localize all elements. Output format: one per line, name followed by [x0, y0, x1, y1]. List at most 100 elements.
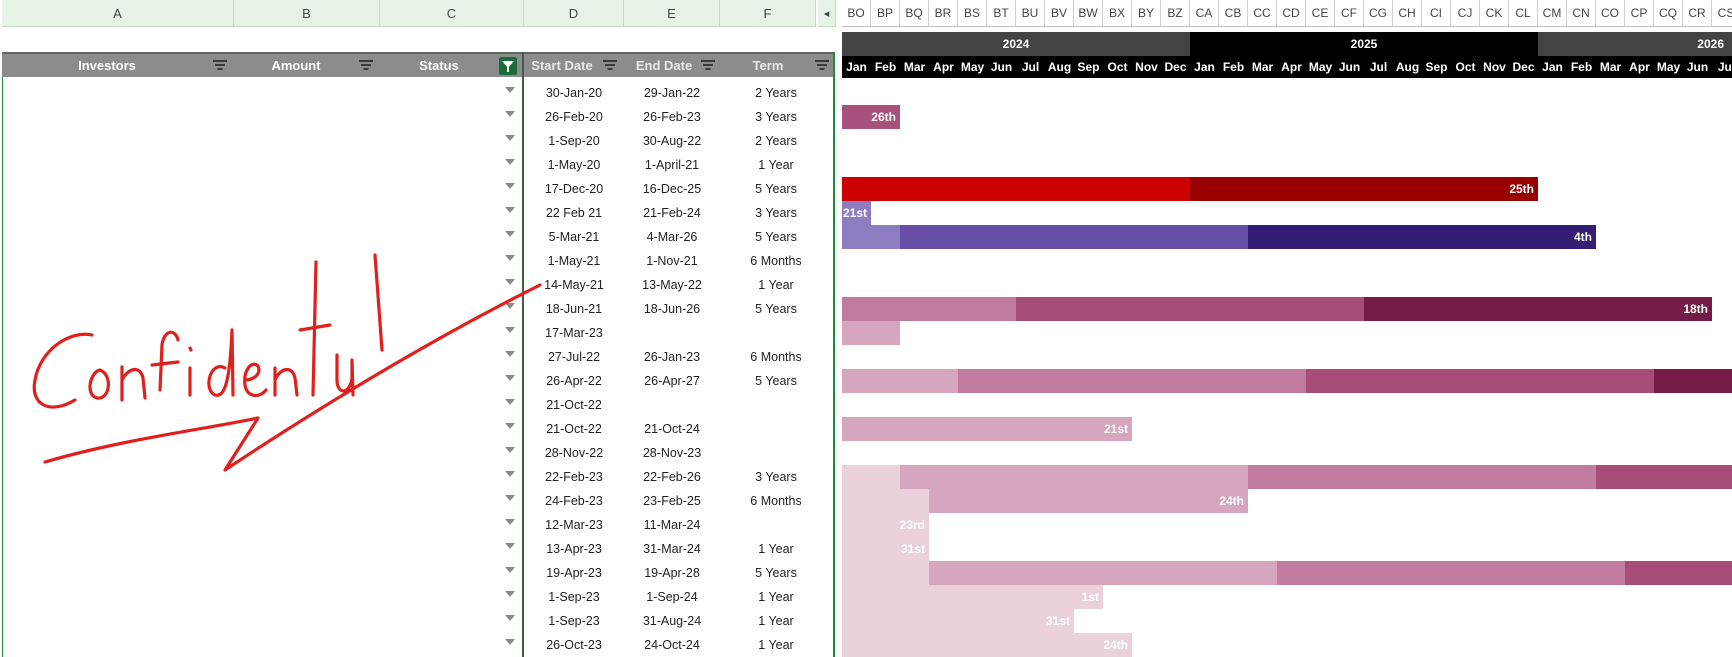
end-date-cell[interactable]: 24-Oct-24 [644, 638, 700, 652]
status-dropdown-icon[interactable] [505, 207, 515, 213]
term-cell[interactable]: 6 Months [750, 254, 802, 268]
column-letter-F[interactable]: F [720, 0, 816, 27]
column-letter-BY[interactable]: BY [1132, 0, 1161, 27]
status-dropdown-icon[interactable] [505, 639, 515, 645]
end-date-cell[interactable]: 26-Jan-23 [643, 350, 701, 364]
column-letter-CO[interactable]: CO [1596, 0, 1625, 27]
status-dropdown-icon[interactable] [505, 471, 515, 477]
status-dropdown-icon[interactable] [505, 615, 515, 621]
column-letter-CA[interactable]: CA [1190, 0, 1219, 27]
end-date-cell[interactable]: 13-May-22 [642, 278, 702, 292]
term-cell[interactable]: 1 Year [758, 278, 794, 292]
end-date-cell[interactable]: 4-Mar-26 [646, 230, 698, 244]
start-date-cell[interactable]: 14-May-21 [544, 278, 604, 292]
filter-icon[interactable] [358, 60, 374, 72]
term-cell[interactable]: 1 Year [758, 542, 794, 556]
end-date-cell[interactable]: 1-Nov-21 [646, 254, 698, 268]
status-dropdown-icon[interactable] [505, 111, 515, 117]
column-letter-CN[interactable]: CN [1567, 0, 1596, 27]
column-letter-CM[interactable]: CM [1538, 0, 1567, 27]
start-date-cell[interactable]: 26-Oct-23 [546, 638, 602, 652]
end-date-cell[interactable]: 23-Feb-25 [643, 494, 701, 508]
start-date-cell[interactable]: 17-Mar-23 [545, 326, 603, 340]
end-date-cell[interactable]: 22-Feb-26 [643, 470, 701, 484]
column-letter-CK[interactable]: CK [1480, 0, 1509, 27]
status-dropdown-icon[interactable] [505, 135, 515, 141]
filter-icon[interactable] [814, 60, 830, 72]
active-filter-icon[interactable] [499, 57, 517, 75]
column-letter-CF[interactable]: CF [1335, 0, 1364, 27]
column-letter-CC[interactable]: CC [1248, 0, 1277, 27]
start-date-cell[interactable]: 1-May-21 [547, 254, 601, 268]
term-cell[interactable]: 1 Year [758, 158, 794, 172]
term-cell[interactable]: 5 Years [755, 230, 797, 244]
start-date-cell[interactable]: 17-Dec-20 [544, 182, 604, 196]
start-date-cell[interactable]: 18-Jun-21 [545, 302, 603, 316]
term-cell[interactable]: 3 Years [755, 470, 797, 484]
column-letter-CI[interactable]: CI [1422, 0, 1451, 27]
status-dropdown-icon[interactable] [505, 255, 515, 261]
term-cell[interactable] [720, 321, 832, 345]
end-date-cell[interactable]: 29-Jan-22 [643, 86, 701, 100]
column-letter-BT[interactable]: BT [987, 0, 1016, 27]
column-letter-CD[interactable]: CD [1277, 0, 1306, 27]
start-date-cell[interactable]: 1-May-20 [547, 158, 601, 172]
column-letter-D[interactable]: D [524, 0, 624, 27]
column-letter-CE[interactable]: CE [1306, 0, 1335, 27]
start-date-cell[interactable]: 28-Nov-22 [544, 446, 604, 460]
column-letter-BO[interactable]: BO [842, 0, 871, 27]
status-dropdown-icon[interactable] [505, 543, 515, 549]
column-letter-CG[interactable]: CG [1364, 0, 1393, 27]
end-date-cell[interactable]: 1-Sep-24 [646, 590, 698, 604]
start-date-cell[interactable]: 22-Feb-23 [545, 470, 603, 484]
start-date-cell[interactable]: 30-Jan-20 [545, 86, 603, 100]
status-dropdown-icon[interactable] [505, 447, 515, 453]
column-letter-E[interactable]: E [624, 0, 720, 27]
status-dropdown-icon[interactable] [505, 351, 515, 357]
start-date-cell[interactable]: 21-Oct-22 [546, 398, 602, 412]
start-date-cell[interactable]: 13-Apr-23 [546, 542, 602, 556]
start-date-cell[interactable]: 26-Apr-22 [546, 374, 602, 388]
column-letter-CJ[interactable]: CJ [1451, 0, 1480, 27]
end-date-cell[interactable]: 16-Dec-25 [642, 182, 702, 196]
status-dropdown-icon[interactable] [505, 423, 515, 429]
column-letter-BP[interactable]: BP [871, 0, 900, 27]
column-letter-B[interactable]: B [234, 0, 380, 27]
term-cell[interactable] [720, 417, 832, 441]
column-letter-CH[interactable]: CH [1393, 0, 1422, 27]
column-letter-BU[interactable]: BU [1016, 0, 1045, 27]
end-date-cell[interactable]: 31-Mar-24 [643, 542, 701, 556]
start-date-cell[interactable]: 26-Feb-20 [545, 110, 603, 124]
column-letter-A[interactable]: A [2, 0, 234, 27]
end-date-cell[interactable]: 26-Apr-27 [644, 374, 700, 388]
start-date-cell[interactable]: 27-Jul-22 [547, 350, 601, 364]
status-dropdown-icon[interactable] [505, 231, 515, 237]
term-cell[interactable]: 6 Months [750, 350, 802, 364]
column-letter-BS[interactable]: BS [958, 0, 987, 27]
column-letter-CR[interactable]: CR [1683, 0, 1712, 27]
end-date-cell[interactable]: 11-Mar-24 [643, 518, 701, 532]
status-dropdown-icon[interactable] [505, 399, 515, 405]
status-dropdown-icon[interactable] [505, 567, 515, 573]
end-date-cell[interactable]: 1-April-21 [644, 158, 700, 172]
term-cell[interactable] [720, 393, 832, 417]
term-cell[interactable]: 5 Years [755, 566, 797, 580]
column-letter-CQ[interactable]: CQ [1654, 0, 1683, 27]
column-letter-CB[interactable]: CB [1219, 0, 1248, 27]
term-cell[interactable] [720, 441, 832, 465]
end-date-cell[interactable]: 31-Aug-24 [642, 614, 702, 628]
column-letter-BQ[interactable]: BQ [900, 0, 929, 27]
column-letter-BX[interactable]: BX [1103, 0, 1132, 27]
term-cell[interactable]: 2 Years [755, 86, 797, 100]
term-cell[interactable]: 1 Year [758, 614, 794, 628]
end-date-cell[interactable] [624, 321, 720, 345]
end-date-cell[interactable]: 19-Apr-28 [644, 566, 700, 580]
start-date-cell[interactable]: 24-Feb-23 [545, 494, 603, 508]
end-date-cell[interactable]: 28-Nov-23 [642, 446, 702, 460]
start-date-cell[interactable]: 5-Mar-21 [548, 230, 600, 244]
end-date-cell[interactable]: 18-Jun-26 [643, 302, 701, 316]
term-cell[interactable]: 5 Years [755, 182, 797, 196]
start-date-cell[interactable]: 21-Oct-22 [546, 422, 602, 436]
term-cell[interactable]: 2 Years [755, 134, 797, 148]
status-dropdown-icon[interactable] [505, 495, 515, 501]
